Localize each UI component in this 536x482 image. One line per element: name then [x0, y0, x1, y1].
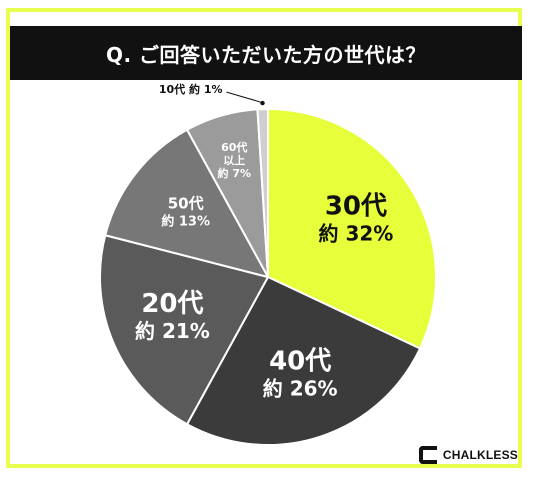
chart-title: Q. ご回答いただいた方の世代は？ [10, 26, 522, 80]
slice-value-4: 約 7% [217, 166, 251, 180]
pie-slice-0 [267, 107, 437, 350]
brand-logo: CHALKLESS [418, 446, 518, 464]
slice-value-1: 約 26% [263, 377, 338, 401]
slice-label-4-line-0: 60代 [221, 140, 247, 154]
slice-value-2: 約 21% [135, 319, 210, 343]
chalkless-logo-icon [418, 446, 437, 464]
slice-label-1-line-0: 40代 [269, 347, 331, 377]
slice-label-2-line-0: 20代 [141, 289, 203, 319]
callout-line-10s [226, 91, 261, 103]
slice-label-4-line-1: 以上 [223, 153, 245, 167]
pie-slice-3 [104, 128, 270, 279]
callout-dot-10s [260, 100, 265, 106]
pie-slice-5 [256, 107, 269, 278]
pie-slice-2 [99, 234, 270, 426]
slice-label-3-line-0: 50代 [168, 195, 204, 213]
slice-label-0-line-0: 30代 [325, 192, 387, 222]
slice-label-10s: 10代 約 1% [159, 82, 223, 96]
slice-value-0: 約 32% [319, 222, 394, 246]
brand-name: CHALKLESS [442, 448, 518, 462]
slice-value-3: 約 13% [161, 214, 210, 230]
